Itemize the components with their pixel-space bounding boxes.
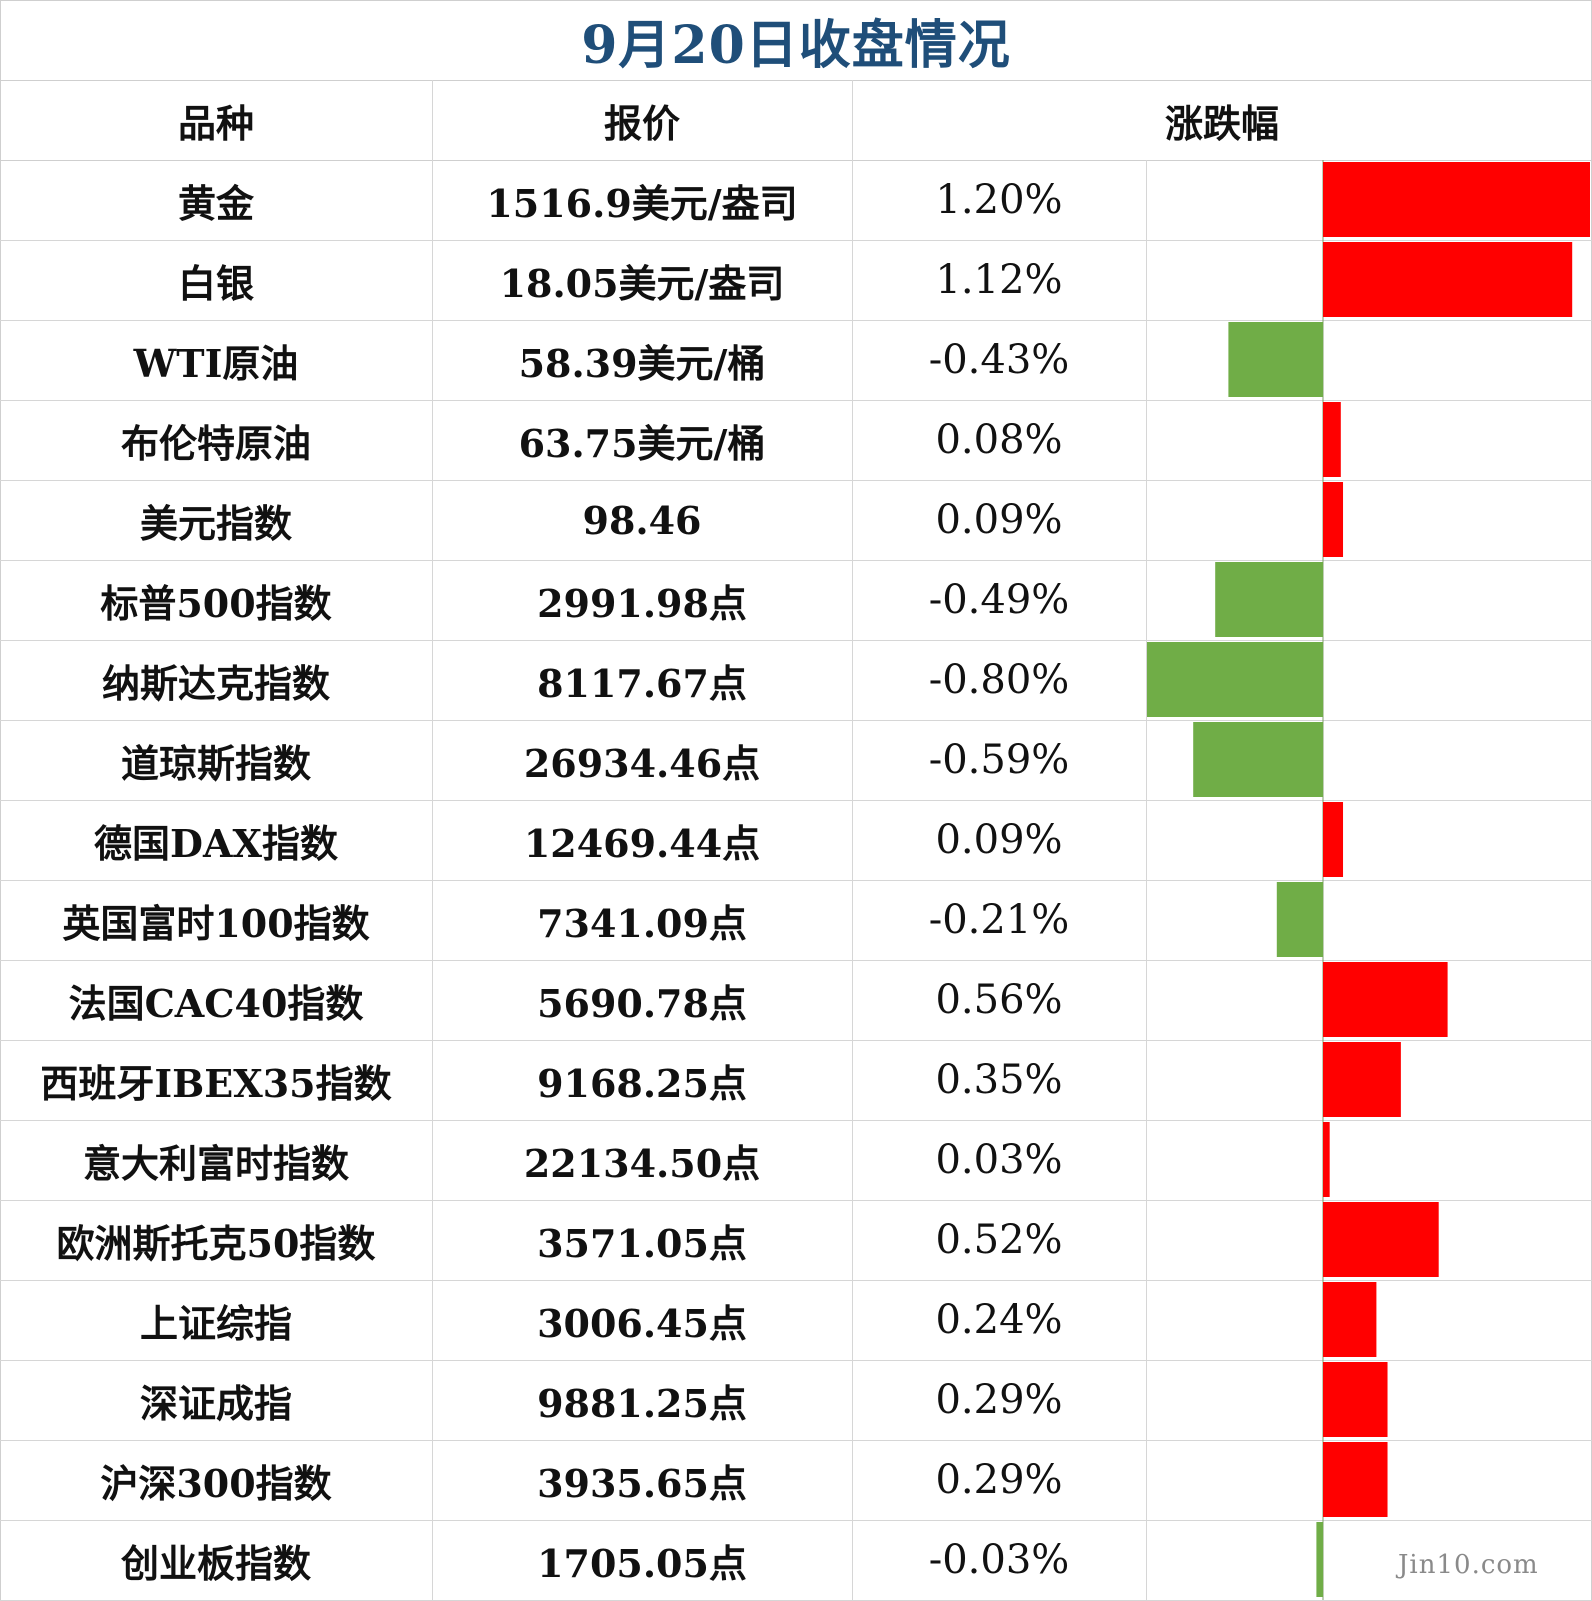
row-price: 8117.67点	[537, 660, 747, 706]
row-name: 白银	[177, 260, 254, 306]
row-change: -0.80%	[928, 657, 1070, 703]
table-row: 英国富时100指数 7341.09点 -0.21%	[0, 880, 1592, 961]
table-row: 道琼斯指数 26934.46点 -0.59%	[0, 720, 1592, 801]
bar-down	[1228, 322, 1323, 397]
row-name: 创业板指数	[120, 1540, 311, 1586]
row-price: 26934.46点	[523, 740, 761, 786]
row-price: 5690.78点	[537, 980, 747, 1026]
row-price: 12469.44点	[523, 820, 761, 866]
row-change: -0.21%	[928, 897, 1070, 943]
row-name: 深证成指	[139, 1380, 292, 1426]
row-price: 1705.05点	[537, 1540, 747, 1586]
bar-up	[1323, 1122, 1330, 1197]
column-divider	[432, 80, 433, 1601]
watermark: Jin10.com	[1398, 1550, 1539, 1580]
bar-up	[1323, 162, 1590, 237]
row-change: 1.20%	[935, 177, 1063, 223]
row-change: -0.03%	[928, 1537, 1070, 1583]
column-divider	[852, 80, 853, 1601]
bar-down	[1215, 562, 1323, 637]
bar-up	[1323, 402, 1341, 477]
row-price: 2991.98点	[537, 580, 747, 626]
bar-up	[1323, 962, 1448, 1037]
table-row: 西班牙IBEX35指数 9168.25点 0.35%	[0, 1040, 1592, 1121]
table-row: 深证成指 9881.25点 0.29%	[0, 1360, 1592, 1441]
table-row: 布伦特原油 63.75美元/桶 0.08%	[0, 400, 1592, 481]
row-price: 3006.45点	[537, 1300, 747, 1346]
table-row: 上证综指 3006.45点 0.24%	[0, 1280, 1592, 1361]
header-name: 品种	[177, 100, 254, 146]
row-price: 18.05美元/盎司	[499, 260, 785, 306]
row-price: 98.46	[582, 497, 702, 543]
row-name: 法国CAC40指数	[68, 980, 364, 1026]
table-row: 沪深300指数 3935.65点 0.29%	[0, 1440, 1592, 1521]
row-name: 黄金	[177, 180, 254, 226]
row-name: 布伦特原油	[120, 420, 311, 466]
row-price: 63.75美元/桶	[518, 420, 766, 466]
bar-up	[1323, 802, 1344, 877]
header-change: 涨跌幅	[1164, 100, 1279, 146]
bar-up	[1323, 242, 1573, 317]
bar-up	[1323, 1362, 1388, 1437]
bar-up	[1323, 1202, 1439, 1277]
bar-down	[1276, 882, 1323, 957]
row-change: 0.56%	[935, 977, 1063, 1023]
table-row: 黄金 1516.9美元/盎司 1.20%	[0, 160, 1592, 241]
row-price: 3571.05点	[537, 1220, 747, 1266]
header-price: 报价	[603, 100, 680, 146]
row-change: 0.52%	[935, 1217, 1063, 1263]
row-name: 西班牙IBEX35指数	[40, 1060, 392, 1106]
row-change: 0.03%	[935, 1137, 1063, 1183]
row-name: 沪深300指数	[100, 1460, 332, 1506]
row-name: 道琼斯指数	[120, 740, 311, 786]
row-change: 1.12%	[935, 257, 1063, 303]
row-price: 9881.25点	[537, 1380, 747, 1426]
table-row: WTI原油 58.39美元/桶 -0.43%	[0, 320, 1592, 401]
table-row: 德国DAX指数 12469.44点 0.09%	[0, 800, 1592, 881]
row-name: 德国DAX指数	[94, 820, 338, 866]
row-price: 9168.25点	[537, 1060, 747, 1106]
row-name: 上证综指	[139, 1300, 292, 1346]
row-change: 0.29%	[935, 1377, 1063, 1423]
row-price: 3935.65点	[537, 1460, 747, 1506]
table-row: 纳斯达克指数 8117.67点 -0.80%	[0, 640, 1592, 721]
page-title: 9月20日收盘情况	[0, 0, 1592, 81]
table-row: 欧洲斯托克50指数 3571.05点 0.52%	[0, 1200, 1592, 1281]
table-row: 美元指数 98.46 0.09%	[0, 480, 1592, 561]
table-header: 品种 报价 涨跌幅	[0, 80, 1592, 161]
bar-down	[1193, 722, 1323, 797]
table-row: 意大利富时指数 22134.50点 0.03%	[0, 1120, 1592, 1201]
row-name: 美元指数	[139, 500, 292, 546]
column-divider	[1146, 160, 1147, 1601]
row-change: -0.43%	[928, 337, 1070, 383]
bar-up	[1323, 482, 1344, 557]
row-change: 0.29%	[935, 1457, 1063, 1503]
row-change: -0.49%	[928, 577, 1070, 623]
row-change: 0.09%	[935, 817, 1063, 863]
row-name: WTI原油	[133, 340, 299, 386]
row-name: 纳斯达克指数	[101, 660, 330, 706]
table-row: 标普500指数 2991.98点 -0.49%	[0, 560, 1592, 641]
row-price: 58.39美元/桶	[518, 340, 766, 386]
bar-down	[1147, 642, 1323, 717]
row-name: 英国富时100指数	[62, 900, 370, 946]
bar-up	[1323, 1042, 1401, 1117]
table-row: 白银 18.05美元/盎司 1.12%	[0, 240, 1592, 321]
table-row: 法国CAC40指数 5690.78点 0.56%	[0, 960, 1592, 1041]
row-price: 7341.09点	[537, 900, 747, 946]
row-change: 0.08%	[935, 417, 1063, 463]
row-name: 欧洲斯托克50指数	[56, 1220, 376, 1266]
row-change: 0.24%	[935, 1297, 1063, 1343]
row-change: 0.35%	[935, 1057, 1063, 1103]
bar-up	[1323, 1282, 1377, 1357]
row-change: 0.09%	[935, 497, 1063, 543]
row-name: 标普500指数	[100, 580, 332, 626]
row-price: 1516.9美元/盎司	[486, 180, 798, 226]
row-name: 意大利富时指数	[82, 1140, 349, 1186]
row-price: 22134.50点	[523, 1140, 761, 1186]
bar-up	[1323, 1442, 1388, 1517]
bar-down	[1316, 1522, 1323, 1597]
row-change: -0.59%	[928, 737, 1070, 783]
